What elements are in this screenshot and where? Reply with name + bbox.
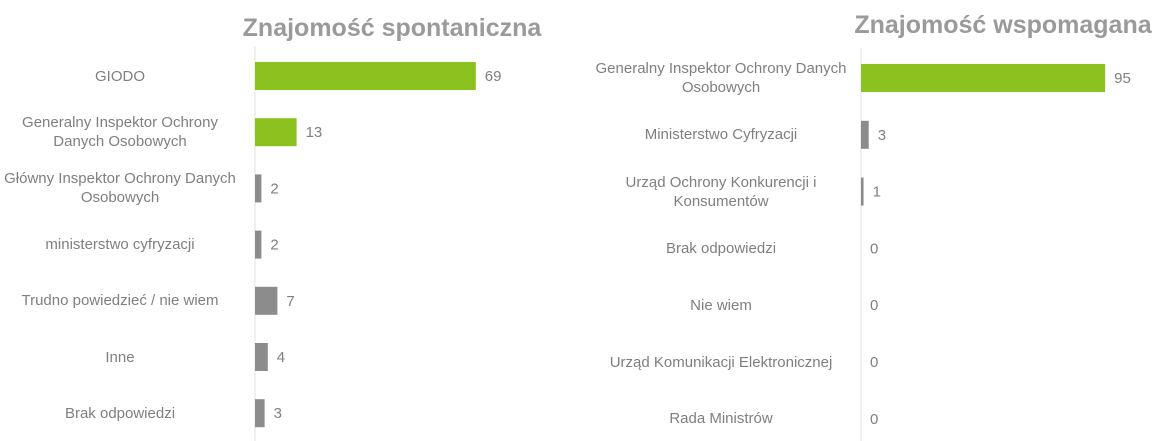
value-label: 2 bbox=[270, 237, 278, 254]
value-label: 7 bbox=[286, 293, 294, 310]
bar bbox=[255, 343, 268, 371]
category-label: Ministerstwo Cyfryzacji bbox=[644, 126, 798, 144]
bar bbox=[255, 286, 278, 315]
category-label: Generalny Inspektor Ochrony Danych Osobo… bbox=[595, 60, 847, 96]
value-label: 1 bbox=[873, 184, 881, 201]
bar bbox=[861, 120, 869, 149]
bar bbox=[255, 399, 265, 428]
value-label: 0 bbox=[870, 411, 878, 428]
value-label: 95 bbox=[1114, 70, 1131, 87]
category-label: ministerstwo cyfryzacji bbox=[45, 236, 195, 254]
category-label: Urząd Komunikacji Elektronicznej bbox=[609, 353, 833, 371]
chart-title: Znajomość wspomagana bbox=[854, 11, 1152, 39]
value-label: 0 bbox=[870, 354, 878, 371]
value-label: 4 bbox=[277, 349, 285, 366]
value-label: 0 bbox=[870, 240, 878, 257]
category-label: Główny Inspektor Ochrony Danych Osobowyc… bbox=[4, 170, 236, 207]
bar bbox=[255, 118, 297, 147]
bar bbox=[255, 174, 262, 203]
value-label: 13 bbox=[306, 124, 323, 141]
bar bbox=[861, 64, 1106, 92]
value-label: 3 bbox=[274, 405, 282, 422]
category-label: Urząd Ochrony Konkurencji i Konsumentów bbox=[625, 173, 817, 210]
bar bbox=[255, 62, 476, 90]
category-label: GIODO bbox=[94, 67, 145, 85]
bar bbox=[255, 230, 262, 259]
category-label: Brak odpowiedzi bbox=[665, 239, 777, 257]
value-label: 2 bbox=[270, 180, 278, 197]
bar bbox=[861, 177, 864, 206]
category-label: Inne bbox=[105, 348, 135, 366]
category-label: Generalny Inspektor Ochrony Danych Osobo… bbox=[22, 114, 218, 151]
value-label: 0 bbox=[870, 297, 878, 314]
category-label: Rada Ministrów bbox=[669, 410, 773, 428]
value-label: 3 bbox=[878, 127, 886, 144]
category-label: Trudno powiedzieć / nie wiem bbox=[21, 292, 219, 310]
category-label: Brak odpowiedzi bbox=[64, 404, 176, 422]
value-label: 69 bbox=[485, 68, 502, 85]
category-label: Nie wiem bbox=[690, 296, 752, 314]
chart-title: Znajomość spontaniczna bbox=[242, 14, 542, 42]
